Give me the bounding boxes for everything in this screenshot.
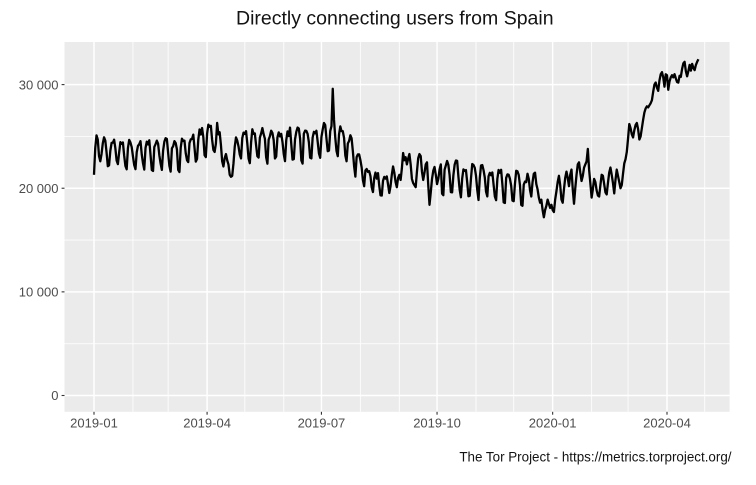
svg-text:Directly connecting users from: Directly connecting users from Spain	[236, 8, 554, 30]
svg-text:2019-10: 2019-10	[413, 416, 461, 431]
svg-text:30 000: 30 000	[19, 77, 59, 92]
svg-text:20 000: 20 000	[19, 181, 59, 196]
svg-text:2020-04: 2020-04	[643, 416, 691, 431]
svg-text:10 000: 10 000	[19, 285, 59, 300]
svg-text:2020-01: 2020-01	[529, 416, 577, 431]
svg-text:0: 0	[51, 388, 58, 403]
svg-text:2019-01: 2019-01	[70, 416, 118, 431]
svg-text:2019-04: 2019-04	[183, 416, 231, 431]
svg-text:The Tor Project - https://metr: The Tor Project - https://metrics.torpro…	[459, 450, 731, 465]
svg-text:2019-07: 2019-07	[298, 416, 346, 431]
